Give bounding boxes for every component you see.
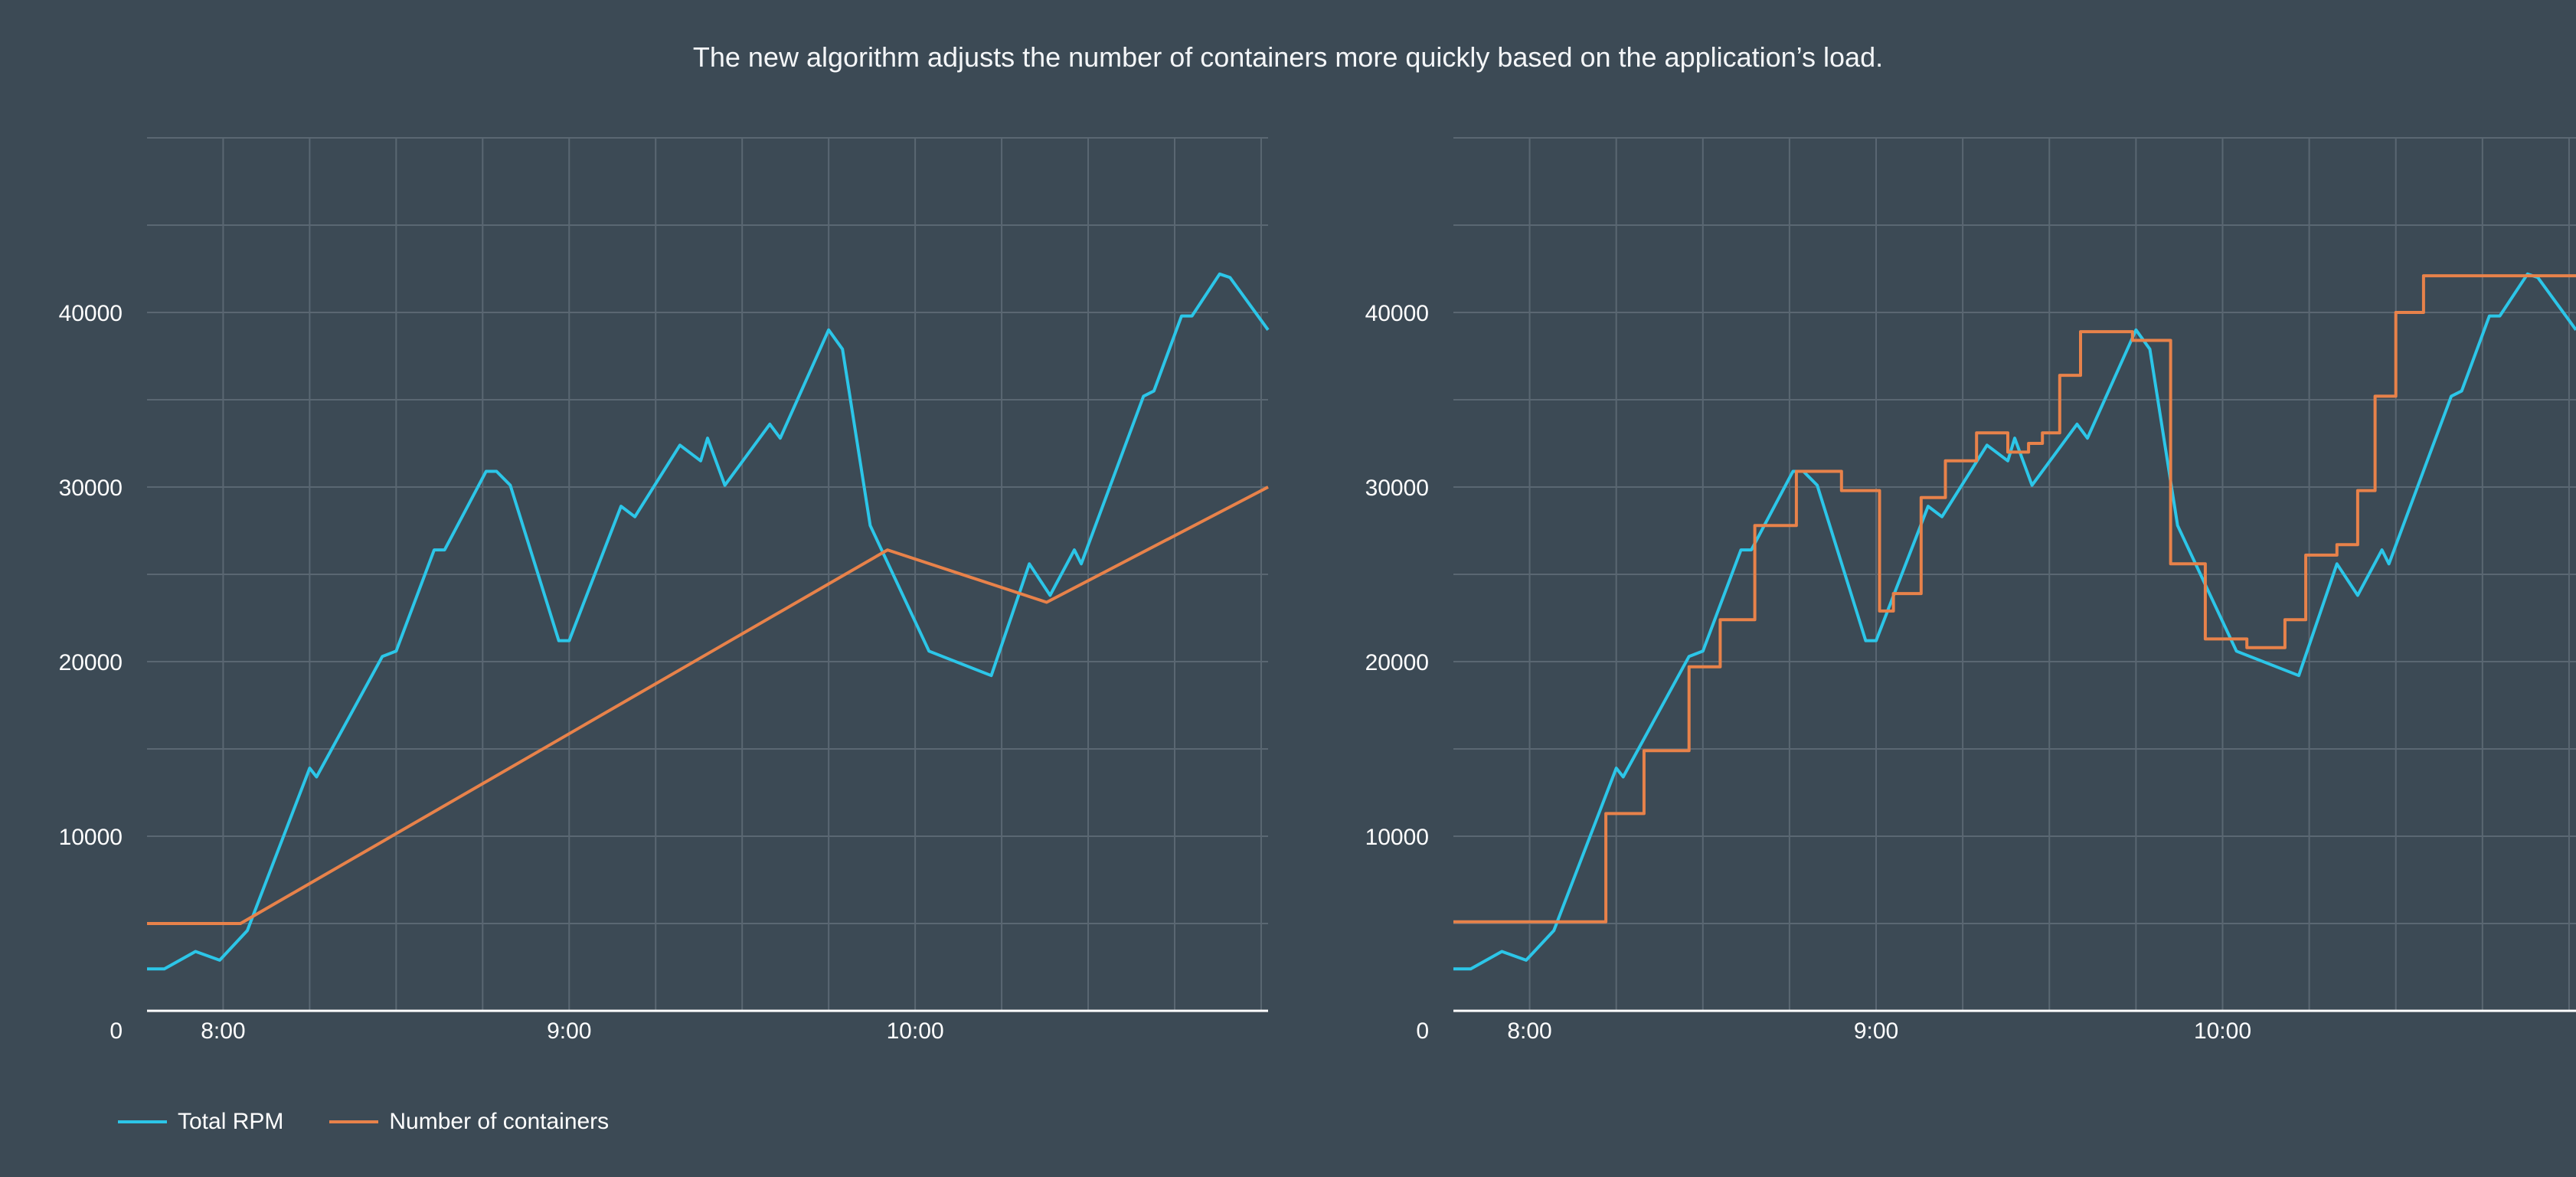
legend-item-total-rpm: Total RPM [118,1109,283,1135]
right-y-tick-label: 30000 [1365,476,1429,501]
left-series-total-rpm [147,272,1270,971]
right-x-tick-label: 10:00 [2194,1018,2251,1044]
left-y-tick-label: 20000 [59,650,123,675]
right-chart-panel: 0 10000 20000 30000 40000 8:00 9:00 10:00 [1365,137,2576,1044]
left-chart-panel: 0 10000 20000 30000 40000 8:00 9:00 10:00 [59,137,1270,1044]
right-series-number-of-containers [1453,274,2576,924]
legend-label-number-of-containers: Number of containers [389,1109,610,1134]
left-y-tick-label: 0 [110,1018,123,1044]
page-title: The new algorithm adjusts the number of … [692,41,1884,73]
right-y-tick-label: 0 [1416,1018,1429,1044]
left-y-tick-label: 30000 [59,476,123,501]
right-x-tick-label: 9:00 [1854,1018,1898,1044]
left-x-tick-label: 8:00 [201,1018,245,1044]
right-y-tick-label: 20000 [1365,650,1429,675]
legend-label-total-rpm: Total RPM [178,1109,284,1134]
left-y-tick-label: 40000 [59,301,123,326]
legend-swatch-total-rpm [118,1120,167,1123]
left-y-tick-label: 10000 [59,825,123,850]
left-x-tick-label: 10:00 [887,1018,944,1044]
legend-swatch-number-of-containers [329,1120,379,1123]
left-x-tick-label: 9:00 [547,1018,591,1044]
right-y-tick-label: 40000 [1365,301,1429,326]
right-x-tick-label: 8:00 [1507,1018,1551,1044]
legend-item-number-of-containers: Number of containers [329,1109,609,1135]
right-y-tick-label: 10000 [1365,825,1429,850]
chart-legend: Total RPM Number of containers [118,1109,655,1135]
right-series-total-rpm [1453,272,2576,971]
left-series-number-of-containers [147,486,1269,925]
